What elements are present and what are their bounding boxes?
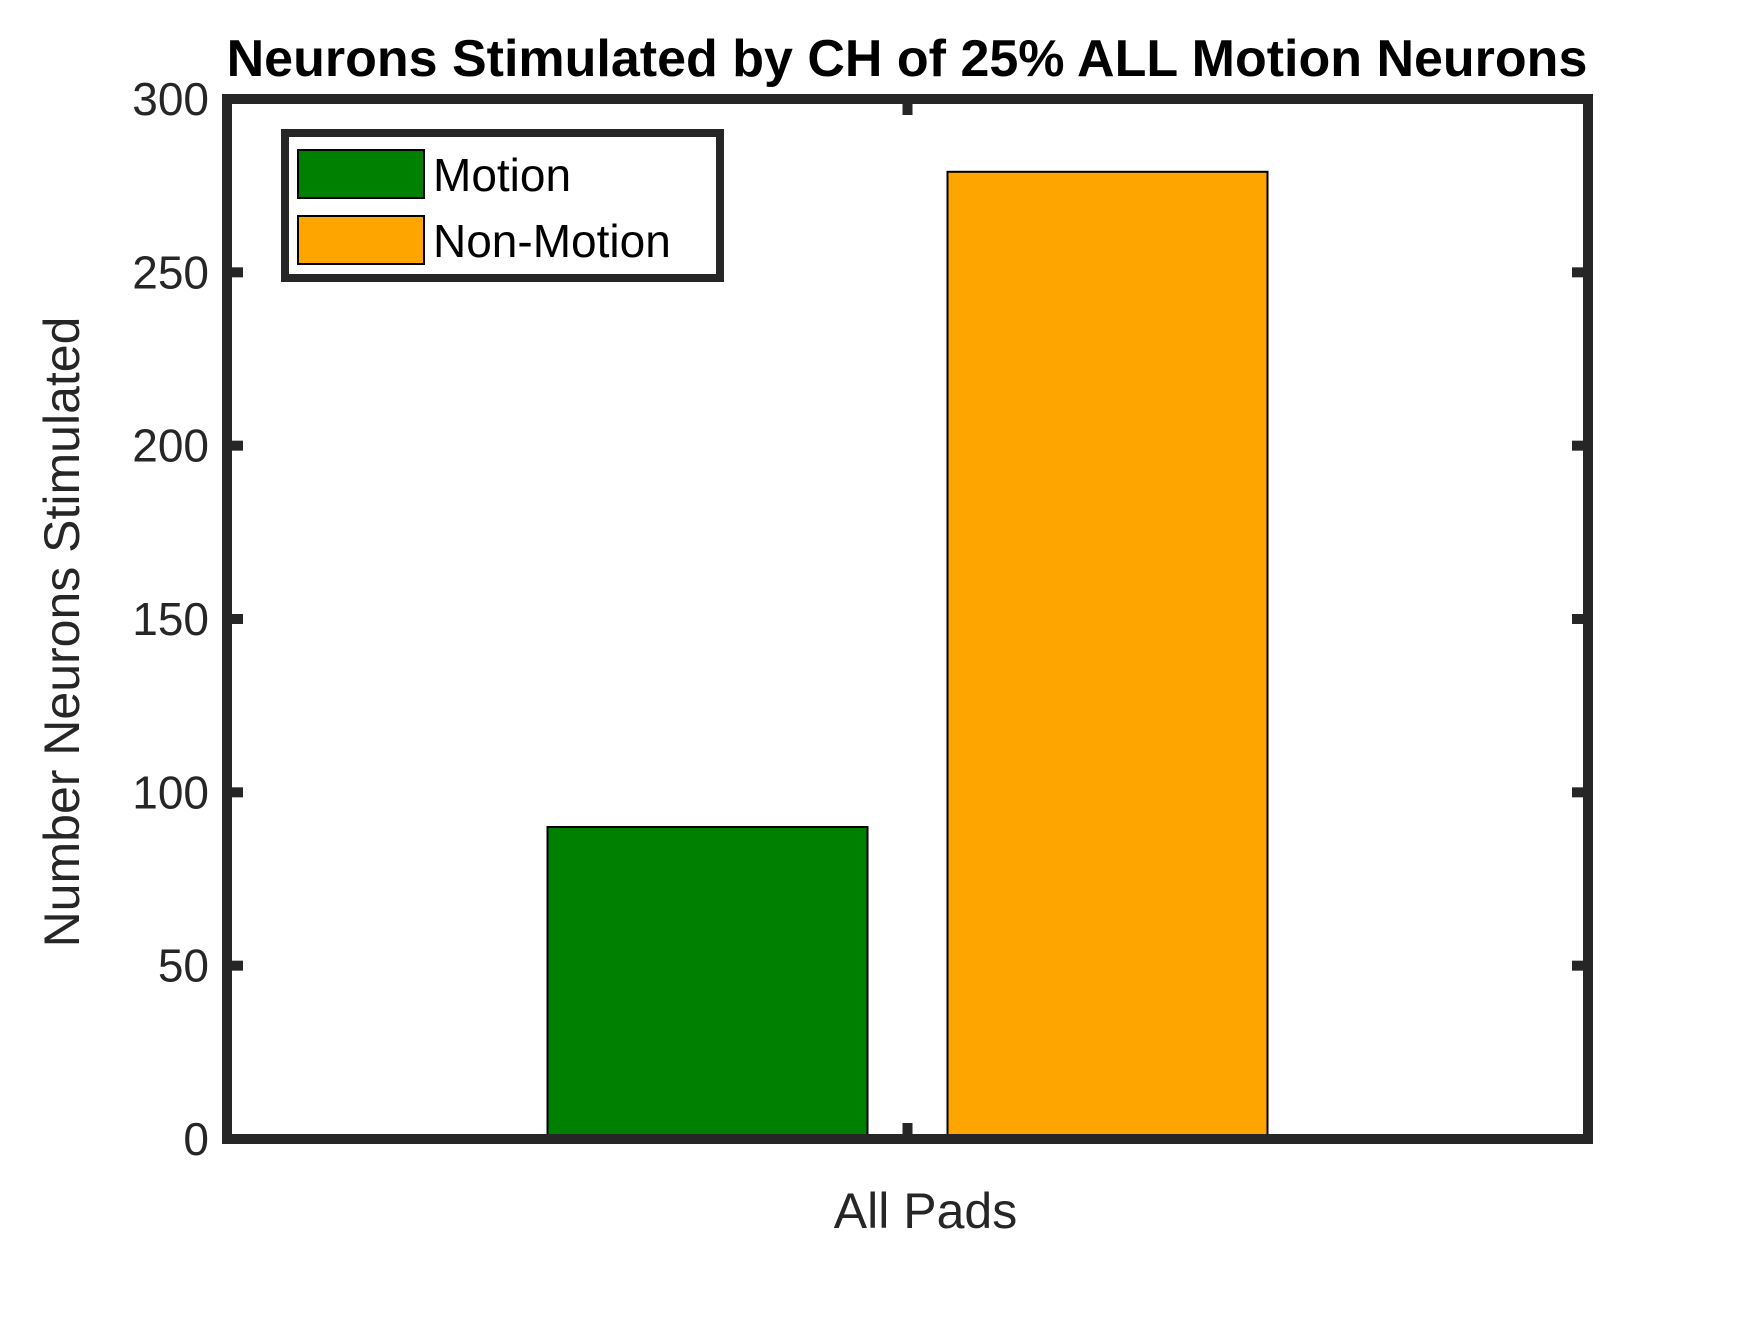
y-tick-label-100: 100 xyxy=(132,766,209,818)
legend-label-motion: Motion xyxy=(433,149,571,201)
x-tick-labels: All Pads xyxy=(834,1183,1017,1239)
legend: Motion Non-Motion xyxy=(281,129,724,282)
y-tick-label-300: 300 xyxy=(132,73,209,125)
y-tick-label-200: 200 xyxy=(132,420,209,472)
y-tick-label-0: 0 xyxy=(183,1113,209,1165)
y-tick-labels: 0 50 100 150 200 250 300 xyxy=(132,73,209,1165)
bars-group xyxy=(546,170,1269,1141)
legend-swatch-non-motion xyxy=(297,215,425,265)
bar-motion xyxy=(546,826,869,1140)
bar-non-motion xyxy=(946,170,1269,1141)
y-tick-label-150: 150 xyxy=(132,593,209,645)
y-tick-label-50: 50 xyxy=(158,940,209,992)
x-tick-label-0: All Pads xyxy=(834,1183,1017,1239)
axes-group xyxy=(222,94,1593,1144)
y-axis-label: Number Neurons Stimulated xyxy=(34,317,90,948)
chart-title: Neurons Stimulated by CH of 25% ALL Moti… xyxy=(227,30,1588,88)
legend-label-non-motion: Non-Motion xyxy=(433,215,671,267)
y-tick-label-250: 250 xyxy=(132,246,209,298)
legend-swatch-motion xyxy=(297,149,425,199)
